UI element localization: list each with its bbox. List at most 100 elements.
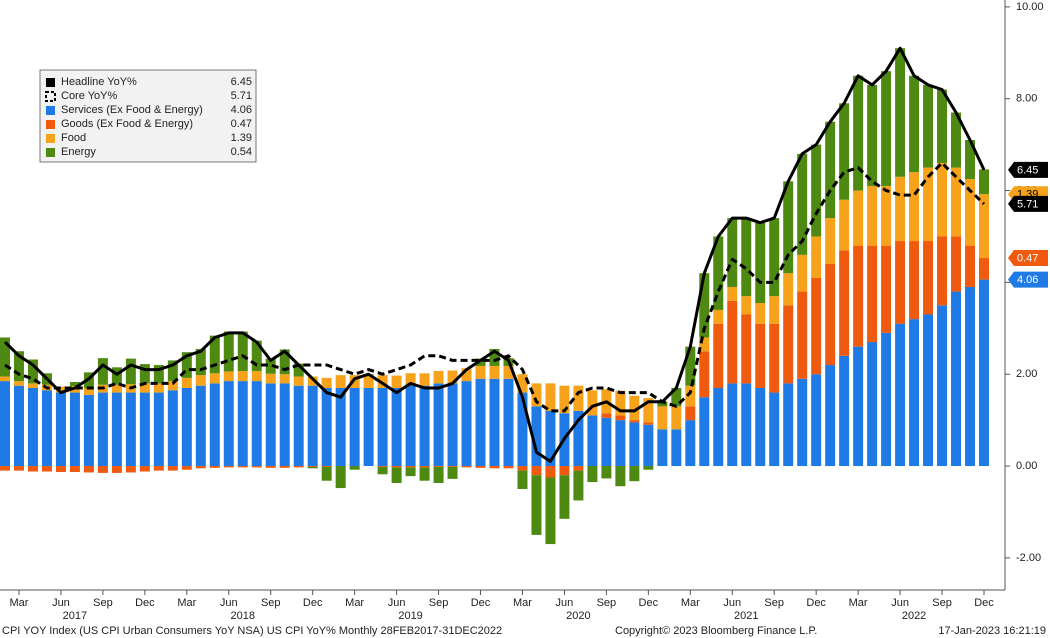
bar	[937, 162, 948, 237]
bar	[489, 378, 500, 467]
x-tick-label: Sep	[764, 597, 784, 609]
y-tick-label: 0.00	[1016, 460, 1037, 472]
bar	[167, 390, 178, 467]
bar	[377, 375, 388, 388]
bar	[573, 470, 584, 501]
bar	[223, 331, 234, 372]
x-tick-label: Jun	[723, 597, 741, 609]
bar	[545, 466, 556, 478]
bar	[587, 390, 598, 416]
bar	[923, 314, 934, 467]
bar	[433, 466, 444, 467]
bar	[797, 153, 808, 255]
bar	[937, 305, 948, 467]
bar	[251, 381, 262, 467]
bar	[0, 376, 10, 382]
bar	[559, 475, 570, 519]
bar	[825, 218, 836, 265]
bar	[951, 112, 962, 168]
bar	[391, 387, 402, 467]
bar	[377, 466, 388, 467]
bar	[713, 387, 724, 467]
x-tick-label: Dec	[471, 597, 491, 609]
bar	[167, 360, 178, 382]
bar	[643, 422, 654, 425]
x-tick-label: Mar	[10, 597, 29, 609]
bar	[545, 410, 556, 467]
x-tick-label: Sep	[429, 597, 449, 609]
bar	[223, 381, 234, 467]
bar	[461, 466, 472, 468]
bar	[181, 352, 192, 378]
bar	[265, 358, 276, 374]
bar	[377, 466, 388, 475]
bar	[909, 172, 920, 242]
bar	[895, 48, 906, 177]
bar	[363, 375, 374, 388]
bar	[909, 75, 920, 173]
bar	[671, 387, 682, 407]
bar	[713, 309, 724, 324]
bar	[853, 190, 864, 246]
bar	[279, 383, 290, 467]
legend-swatch	[46, 134, 55, 143]
bar	[755, 323, 766, 388]
bar	[139, 383, 150, 393]
value-tag: 5.71	[1008, 195, 1048, 212]
bar	[167, 381, 178, 391]
bar	[741, 314, 752, 384]
bar	[0, 381, 10, 467]
bar	[153, 383, 164, 393]
bar	[321, 466, 332, 467]
bar	[111, 367, 122, 385]
x-tick-label: Jun	[388, 597, 406, 609]
bar	[699, 397, 710, 467]
x-tick-label: Sep	[597, 597, 617, 609]
bar	[755, 222, 766, 304]
bar	[615, 390, 626, 416]
year-label: 2022	[902, 610, 926, 622]
bar	[405, 373, 416, 386]
value-tag: 0.47	[1008, 250, 1048, 267]
bar	[685, 420, 696, 467]
bar	[307, 466, 318, 467]
bar	[699, 337, 710, 352]
bar	[41, 390, 52, 467]
bar	[853, 245, 864, 347]
legend-value: 5.71	[231, 90, 252, 102]
footer-date: 17-Jan-2023 16:21:19	[938, 625, 1046, 637]
bar	[475, 365, 486, 379]
y-tick-label: 2.00	[1016, 368, 1037, 380]
bar	[293, 376, 304, 386]
bar	[601, 413, 612, 418]
bar	[405, 466, 416, 468]
legend-label: Headline YoY%	[61, 76, 137, 88]
bar	[363, 387, 374, 467]
bar	[517, 470, 528, 489]
bar	[671, 406, 682, 430]
bar	[811, 374, 822, 467]
x-tick-label: Mar	[681, 597, 700, 609]
bar	[0, 466, 10, 471]
bar	[881, 185, 892, 246]
bar	[153, 365, 164, 384]
value-tag-box	[1008, 195, 1048, 212]
bar	[727, 218, 738, 287]
bar	[867, 245, 878, 343]
bar	[867, 185, 878, 246]
bar	[27, 359, 38, 384]
bar	[0, 337, 10, 377]
bar	[517, 466, 528, 471]
bar	[27, 383, 38, 388]
bar	[321, 466, 332, 481]
bar	[937, 89, 948, 163]
x-tick-label: Jun	[891, 597, 909, 609]
bar	[965, 140, 976, 180]
bar	[391, 467, 402, 484]
bar	[181, 377, 192, 388]
bar	[615, 415, 626, 421]
bar	[321, 387, 332, 467]
y-tick-label: 8.00	[1016, 93, 1037, 105]
bar	[27, 387, 38, 467]
bar	[979, 194, 989, 259]
